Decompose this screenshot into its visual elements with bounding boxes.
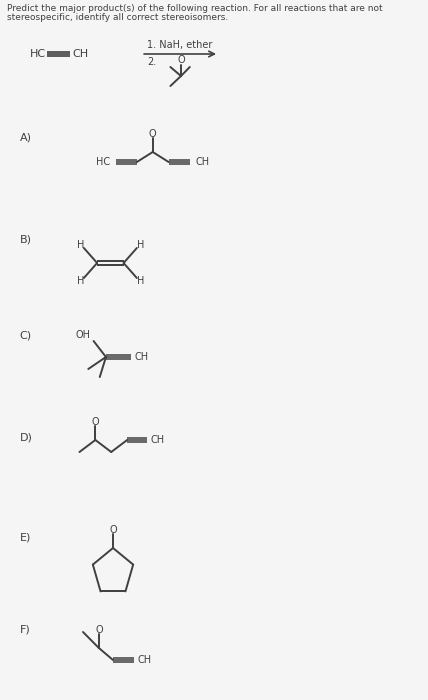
Text: O: O (177, 55, 185, 65)
Text: A): A) (19, 132, 31, 142)
Text: CH: CH (134, 352, 149, 362)
Text: F): F) (19, 625, 30, 635)
Text: 2.: 2. (147, 57, 157, 67)
Text: HC: HC (30, 49, 46, 59)
Text: stereospecific, identify all correct stereoisomers.: stereospecific, identify all correct ste… (7, 13, 228, 22)
Text: B): B) (19, 235, 31, 245)
Text: H: H (77, 240, 84, 250)
Text: O: O (149, 129, 157, 139)
Text: CH: CH (150, 435, 164, 445)
Text: O: O (109, 525, 117, 535)
Text: CH: CH (195, 157, 209, 167)
Text: O: O (92, 417, 99, 427)
Text: H: H (77, 276, 84, 286)
Text: D): D) (19, 433, 32, 443)
Text: H: H (137, 240, 144, 250)
Text: CH: CH (138, 655, 152, 665)
Text: HC: HC (96, 157, 110, 167)
Text: CH: CH (72, 49, 89, 59)
Text: Predict the major product(s) of the following reaction. For all reactions that a: Predict the major product(s) of the foll… (7, 4, 383, 13)
Text: H: H (137, 276, 144, 286)
Text: C): C) (19, 330, 32, 340)
Text: OH: OH (75, 330, 90, 340)
Text: 1. NaH, ether: 1. NaH, ether (147, 40, 213, 50)
Text: E): E) (19, 533, 31, 543)
Text: O: O (95, 625, 103, 635)
